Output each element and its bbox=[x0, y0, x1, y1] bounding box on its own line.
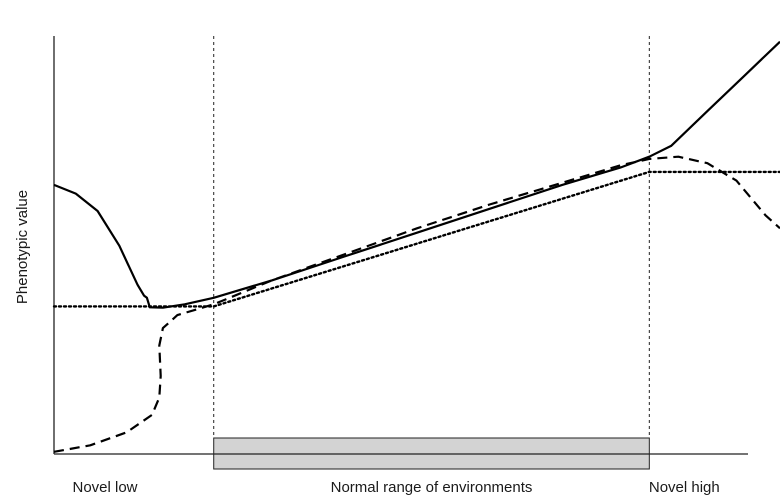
series-dotted-line bbox=[52, 170, 780, 308]
x-region-label-novel-high: Novel high bbox=[649, 479, 720, 496]
y-axis-title: Phenotypic value bbox=[14, 190, 31, 304]
series-solid-line bbox=[53, 40, 780, 309]
series-layer bbox=[52, 40, 780, 453]
series-dashed-line bbox=[53, 155, 780, 453]
x-region-label-novel-low: Novel low bbox=[72, 479, 137, 496]
x-region-label-normal-range: Normal range of environments bbox=[331, 479, 533, 496]
